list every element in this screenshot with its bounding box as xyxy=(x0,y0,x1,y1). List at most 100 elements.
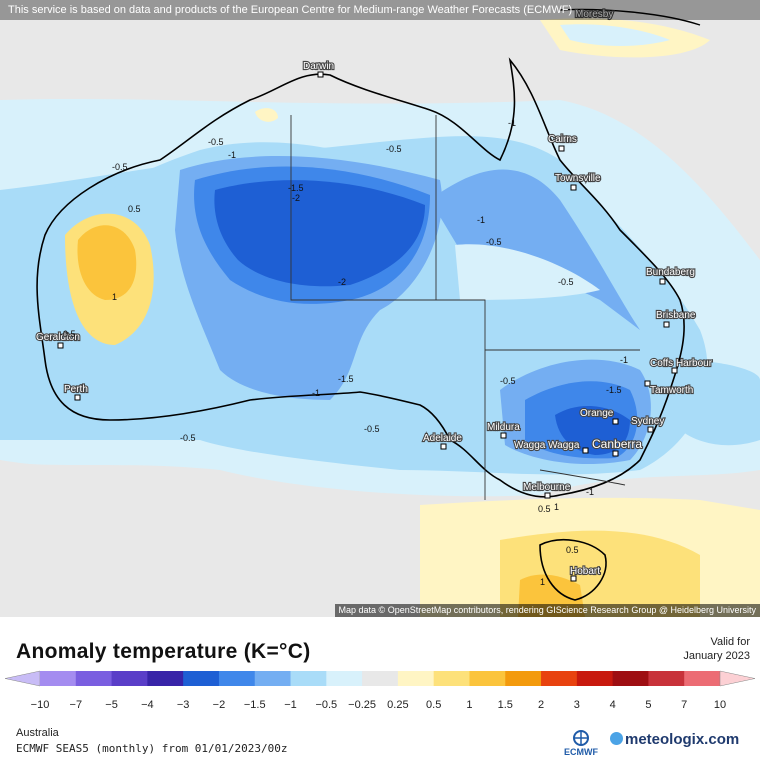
svg-text:Sydney: Sydney xyxy=(631,416,664,427)
colorbar-tick-label: 4 xyxy=(610,699,616,711)
contour-label: -1 xyxy=(228,150,236,160)
city-hobart: Hobart xyxy=(569,565,601,582)
colorbar-segment xyxy=(576,671,614,686)
neutral-south-west xyxy=(0,460,430,617)
contour-label: 0.5 xyxy=(128,204,141,214)
australia-coastline xyxy=(36,57,685,498)
contour-label: -1 xyxy=(508,118,516,128)
colorbar-segment xyxy=(183,671,220,686)
colorbar-segment xyxy=(397,671,435,686)
west-warm-1 xyxy=(77,225,137,300)
city-cairns: Cairns xyxy=(547,133,578,152)
svg-text:Wagga Wagga: Wagga Wagga xyxy=(514,440,580,451)
contour-label: -1 xyxy=(620,355,628,365)
svg-text:Mildura: Mildura xyxy=(487,422,520,433)
state-border-nsw-vic xyxy=(539,469,626,486)
colorbar: −10 −7 −5 −4 −3 −2 −1.5 −1 −0.5 −0.25 0.25 0.5 1 1.5 2… xyxy=(4,670,756,711)
model-run-label: ECMWF SEAS5 (monthly) from 01/01/2023/00… xyxy=(16,742,288,755)
svg-text:Tamworth: Tamworth xyxy=(650,385,693,396)
city-brisbane: Brisbane xyxy=(655,309,697,328)
svg-text:Geraldton: Geraldton xyxy=(36,332,80,343)
svg-text:Coffs Harbour: Coffs Harbour xyxy=(650,358,713,369)
anomaly-band-east-sea xyxy=(680,360,760,446)
colorbar-tick-label: 5 xyxy=(645,699,651,711)
city-mildura: Mildura xyxy=(486,421,521,439)
region-label: Australia xyxy=(16,727,59,739)
contour-label: -0.5 xyxy=(112,162,128,172)
anomaly-map-canvas: Darwin Cairns Townsville Bundaberg Brisb… xyxy=(0,7,760,617)
colorbar-segment xyxy=(505,671,542,686)
colorbar-tick-label: 1.5 xyxy=(498,699,513,711)
colorbar-tick-label: −5 xyxy=(105,699,118,711)
city-wagga-wagga: Wagga Wagga xyxy=(513,439,589,454)
contour-label: -0.5 xyxy=(208,137,224,147)
colorbar-tick-label: −1 xyxy=(284,699,297,711)
contour-label: -0.5 xyxy=(180,433,196,443)
queensland-minus-025 xyxy=(455,244,600,300)
city-canberra: Canberra xyxy=(591,436,643,457)
contour-label: -1 xyxy=(586,487,594,497)
contour-label: -0.5 xyxy=(486,237,502,247)
contour-label: 1 xyxy=(554,502,559,512)
contour-label: -1 xyxy=(312,388,320,398)
colorbar-tick-label: −1.5 xyxy=(244,699,266,711)
valid-for-label: Valid for xyxy=(710,636,750,648)
colorbar-tick-label: −3 xyxy=(177,699,190,711)
city-geraldton: Geraldton xyxy=(35,331,81,349)
colorbar-tick-label: 2 xyxy=(538,699,544,711)
svg-text:Orange: Orange xyxy=(580,408,614,419)
svg-text:Darwin: Darwin xyxy=(303,61,334,72)
colorbar-segment xyxy=(254,671,292,686)
contour-label: -1 xyxy=(477,215,485,225)
colorbar-tick-label: 10 xyxy=(714,699,726,711)
svg-text:Hobart: Hobart xyxy=(570,566,600,577)
valid-date: January 2023 xyxy=(683,650,750,662)
city-coffs-harbour: Coffs Harbour xyxy=(649,357,714,374)
svg-text:Adelaide: Adelaide xyxy=(423,433,462,444)
contour-label: 1 xyxy=(540,577,545,587)
legend-title: Anomaly temperature (K=°C) xyxy=(16,640,311,663)
meteologix-icon xyxy=(610,732,623,745)
central-minus-2 xyxy=(214,180,425,287)
colorbar-tick-label: −4 xyxy=(141,699,154,711)
svg-text:Bundaberg: Bundaberg xyxy=(646,267,695,278)
contour-label: -2 xyxy=(338,277,346,287)
svg-text:Townsville: Townsville xyxy=(555,173,601,184)
contour-label: -0.5 xyxy=(364,424,380,434)
new-guinea-coastline xyxy=(559,8,701,26)
map-attribution: Map data © OpenStreetMap contributors, r… xyxy=(334,604,760,617)
southeast-minus-2 xyxy=(555,405,630,455)
colorbar-segment xyxy=(218,671,256,686)
svg-text:Perth: Perth xyxy=(64,384,88,395)
contour-label: -1.5 xyxy=(288,183,304,193)
contour-label: -1.5 xyxy=(606,385,622,395)
colorbar-segment xyxy=(111,671,148,686)
contour-label: 0.5 xyxy=(538,504,551,514)
colorbar-segment xyxy=(433,671,470,686)
city-bundaberg: Bundaberg xyxy=(645,266,696,285)
colorbar-segment xyxy=(40,671,77,686)
svg-text:Brisbane: Brisbane xyxy=(656,310,696,321)
colorbar-high-extension xyxy=(719,670,756,687)
colorbar-tick-label: 0.5 xyxy=(426,699,441,711)
city-melbourne: Melbourne xyxy=(522,481,572,499)
city-tamworth: Tamworth xyxy=(644,380,694,397)
forecast-map: Darwin Cairns Townsville Bundaberg Brisb… xyxy=(0,0,760,617)
svg-text:Cairns: Cairns xyxy=(548,134,577,145)
city-sydney: Sydney xyxy=(630,415,665,433)
ecmwf-logo: ECMWF xyxy=(564,730,598,757)
svg-text:ECMWF: ECMWF xyxy=(564,747,598,757)
tasmania-coastline xyxy=(539,539,607,601)
colorbar-tick-label: 7 xyxy=(681,699,687,711)
contour-label: -0.5 xyxy=(386,144,402,154)
colorbar-low-extension xyxy=(4,670,41,687)
colorbar-tick-label: −7 xyxy=(70,699,83,711)
colorbar-segment xyxy=(612,671,649,686)
colorbar-tick-label: 3 xyxy=(574,699,580,711)
city-townsville: Townsville xyxy=(554,172,602,191)
colorbar-segment xyxy=(648,671,685,686)
colorbar-segment xyxy=(469,671,506,686)
colorbar-tick-label: −10 xyxy=(31,699,50,711)
state-border-west-nt-sa xyxy=(290,115,486,500)
contour-label: -1.5 xyxy=(338,374,354,384)
